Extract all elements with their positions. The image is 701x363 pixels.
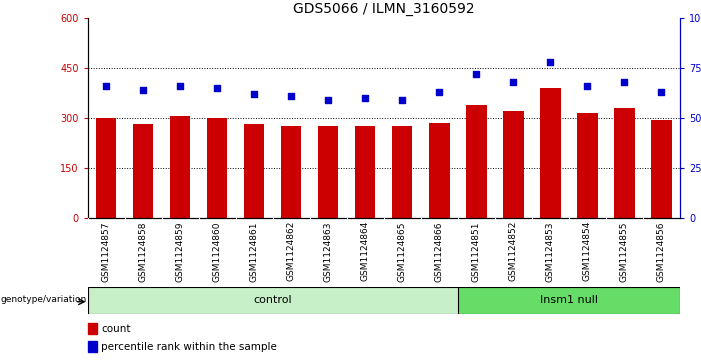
Bar <box>466 105 486 218</box>
Bar <box>96 118 116 218</box>
Point <box>285 93 297 99</box>
Text: GSM1124866: GSM1124866 <box>435 221 444 282</box>
Text: genotype/variation: genotype/variation <box>1 294 87 303</box>
Bar <box>458 287 680 314</box>
Text: GSM1124853: GSM1124853 <box>546 221 555 282</box>
Point <box>212 85 223 91</box>
Title: GDS5066 / ILMN_3160592: GDS5066 / ILMN_3160592 <box>293 2 475 16</box>
Point <box>471 71 482 77</box>
Text: GSM1124863: GSM1124863 <box>324 221 333 282</box>
Text: GSM1124854: GSM1124854 <box>583 221 592 281</box>
Bar <box>170 116 191 218</box>
Point <box>322 97 334 103</box>
Point <box>175 83 186 89</box>
Bar <box>88 287 458 314</box>
Text: GSM1124864: GSM1124864 <box>361 221 370 281</box>
Bar <box>133 124 154 218</box>
Point <box>619 79 630 85</box>
Point <box>545 59 556 65</box>
Point <box>508 79 519 85</box>
Bar <box>207 118 227 218</box>
Text: GSM1124856: GSM1124856 <box>657 221 666 282</box>
Text: GSM1124862: GSM1124862 <box>287 221 296 281</box>
Text: GSM1124859: GSM1124859 <box>176 221 184 282</box>
Bar <box>318 126 339 218</box>
Bar <box>429 123 449 218</box>
Bar <box>392 126 412 218</box>
Bar <box>355 126 376 218</box>
Point <box>656 89 667 95</box>
Bar <box>244 124 264 218</box>
Bar <box>88 323 97 334</box>
Bar <box>651 120 672 218</box>
Text: count: count <box>101 323 130 334</box>
Text: Insm1 null: Insm1 null <box>540 295 598 305</box>
Bar <box>88 341 97 352</box>
Point <box>137 87 149 93</box>
Text: GSM1124851: GSM1124851 <box>472 221 481 282</box>
Text: percentile rank within the sample: percentile rank within the sample <box>101 342 277 352</box>
Point <box>582 83 593 89</box>
Text: GSM1124857: GSM1124857 <box>102 221 111 282</box>
Text: GSM1124865: GSM1124865 <box>397 221 407 282</box>
Bar <box>540 88 561 218</box>
Text: GSM1124855: GSM1124855 <box>620 221 629 282</box>
Text: GSM1124861: GSM1124861 <box>250 221 259 282</box>
Point <box>360 95 371 101</box>
Point <box>434 89 445 95</box>
Bar <box>281 126 301 218</box>
Text: GSM1124858: GSM1124858 <box>139 221 148 282</box>
Bar <box>577 113 597 218</box>
Text: GSM1124860: GSM1124860 <box>212 221 222 282</box>
Text: GSM1124852: GSM1124852 <box>509 221 518 281</box>
Text: control: control <box>254 295 292 305</box>
Point <box>249 91 260 97</box>
Point <box>100 83 111 89</box>
Point <box>397 97 408 103</box>
Bar <box>503 111 524 218</box>
Bar <box>614 108 634 218</box>
